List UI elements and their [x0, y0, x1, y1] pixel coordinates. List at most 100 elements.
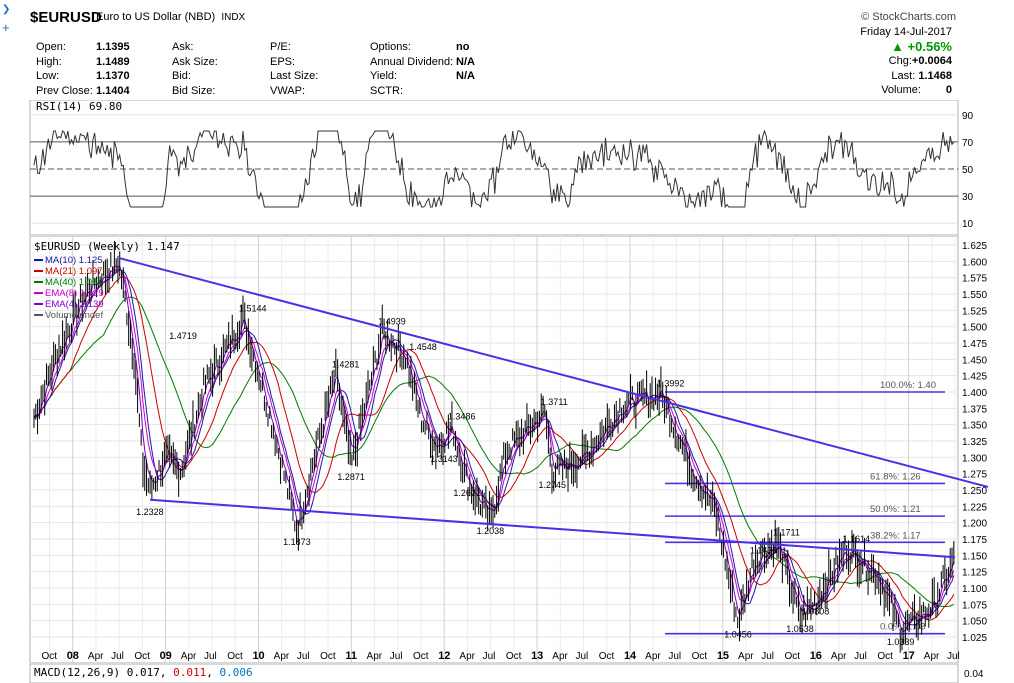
y-tick-label: 1.175: [962, 535, 987, 546]
y-tick-label: 1.350: [962, 421, 987, 432]
y-tick-label: 1.125: [962, 568, 987, 579]
x-tick-label: Jul: [761, 651, 774, 662]
x-tick-label: Oct: [320, 651, 336, 662]
quote-value: N/A: [456, 55, 475, 68]
macd-axis-value: 0.04: [964, 669, 984, 680]
trough-label: 1.0339: [887, 637, 915, 647]
y-tick-label: 1.450: [962, 355, 987, 366]
x-tick-label: Jul: [204, 651, 217, 662]
y-tick-label: 1.625: [962, 241, 987, 252]
ema8-line: [33, 267, 955, 625]
y-tick-label: 1.100: [962, 584, 987, 595]
fib-label: 100.0%: 1.40: [880, 380, 936, 391]
quote-label: P/E:: [270, 41, 291, 53]
last-row: Last: 1.1468: [891, 69, 952, 82]
y-tick-label: 1.425: [962, 372, 987, 383]
ema4-line: [33, 265, 955, 633]
chevron-right-icon[interactable]: ❯: [2, 4, 11, 15]
quote-label: VWAP:: [270, 84, 306, 97]
legend-item: EMA(4) 1.139: [45, 299, 104, 310]
macd-value-3: 0.006: [219, 666, 252, 679]
y-tick-label: 1.575: [962, 274, 987, 285]
y-tick-label: 1.525: [962, 306, 987, 317]
rsi-tick-label: 30: [962, 192, 974, 203]
peak-label: 1.4939: [378, 317, 406, 327]
x-tick-label: Oct: [877, 651, 893, 662]
peak-label: 1.4548: [409, 342, 437, 352]
x-tick-label: Jul: [483, 651, 496, 662]
quote-value: no: [456, 41, 470, 53]
plus-icon[interactable]: +: [2, 20, 10, 35]
x-tick-label: Jul: [390, 651, 403, 662]
x-tick-label: Oct: [41, 651, 57, 662]
quote-column-2: Ask: Ask Size: Bid: Bid Size:: [172, 40, 262, 100]
trough-label: 1.0808: [802, 607, 830, 617]
x-tick-label: Jul: [297, 651, 310, 662]
x-tick-label: Jul: [111, 651, 124, 662]
symbol-description: Euro to US Dollar (NBD) INDX: [96, 11, 246, 23]
x-tick-label: 14: [624, 650, 637, 662]
quote-label: Annual Dividend:: [370, 55, 454, 68]
x-tick-label: Apr: [924, 651, 940, 662]
trough-label: 1.2038: [477, 526, 505, 536]
legend-item: MA(40) 1.084: [45, 277, 103, 288]
svg-text:MACD(12,26,9) 0.017,: MACD(12,26,9) 0.017, 0.011, 0.006: [34, 666, 253, 679]
rsi-tick-label: 10: [962, 219, 974, 230]
x-tick-label: Apr: [831, 651, 847, 662]
quote-header: ❯ + $EURUSD Euro to US Dollar (NBD) INDX…: [0, 0, 1014, 100]
quote-label: Bid Size:: [172, 84, 216, 97]
peak-label: 1.1436: [750, 546, 778, 556]
quote-value: 1.1489: [96, 55, 130, 68]
trough-label: 1.2871: [337, 472, 365, 482]
y-tick-label: 1.400: [962, 388, 987, 399]
chart-legend: $EURUSD (Weekly) 1.147 MA(10) 1.125MA(21…: [34, 240, 180, 321]
quote-label: Options:: [370, 41, 411, 53]
macd-label: MACD(12,26,9): [34, 666, 120, 679]
peak-label: 1.4281: [332, 360, 360, 370]
y-tick-label: 1.050: [962, 617, 987, 628]
chart-title: $EURUSD (Weekly) 1.147: [34, 240, 180, 253]
y-tick-label: 1.500: [962, 323, 987, 334]
macd-panel: MACD(12,26,9) 0.017, 0.011, 0.006 0.04: [29, 664, 984, 683]
fib-label: 50.0%: 1.21: [870, 504, 921, 515]
trendline: [150, 498, 956, 559]
legend-item: Volume undef: [45, 310, 103, 321]
quote-date: Friday 14-Jul-2017: [860, 26, 952, 38]
macd-value-2: 0.011: [173, 666, 206, 679]
y-tick-label: 1.275: [962, 470, 987, 481]
peak-label: 1.3486: [448, 412, 476, 422]
x-tick-label: Oct: [413, 651, 429, 662]
quote-label: Last Size:: [270, 70, 319, 82]
trough-label: 1.0456: [724, 630, 752, 640]
x-tick-label: Oct: [227, 651, 243, 662]
trough-label: 1.2745: [539, 480, 567, 490]
x-tick-label: 08: [67, 650, 79, 662]
trough-label: 1.3143: [430, 454, 458, 464]
quote-label: Low:: [36, 70, 60, 82]
fib-label: 0.0%: 1.03: [880, 622, 925, 633]
y-tick-label: 1.375: [962, 404, 987, 415]
x-tick-label: 13: [531, 650, 543, 662]
x-tick-label: 11: [345, 650, 357, 662]
ma40-line: [33, 296, 955, 607]
x-tick-label: 10: [252, 650, 264, 662]
x-tick-label: Oct: [506, 651, 522, 662]
trough-label: 1.1873: [283, 537, 311, 547]
x-tick-label: Apr: [459, 651, 475, 662]
change-percent: ▲ +0.56%: [891, 38, 952, 54]
y-tick-label: 1.250: [962, 486, 987, 497]
peak-label: 1.5144: [239, 303, 267, 313]
peak-label: 1.1614: [843, 534, 871, 544]
volume-row: Volume: 0: [881, 84, 952, 96]
x-tick-label: 09: [160, 650, 172, 662]
quote-summary: Friday 14-Jul-2017 ▲ +0.56% Chg:+0.0064 …: [842, 25, 952, 98]
legend-item: EMA(8) 1.129: [45, 288, 104, 299]
x-tick-label: 12: [438, 650, 450, 662]
quote-label: Yield:: [370, 70, 398, 82]
quote-value: 1.1404: [96, 84, 130, 97]
quote-label: Bid:: [172, 70, 191, 82]
peak-label: 1.3711: [541, 397, 568, 407]
brand-logo: © StockCharts.com: [861, 11, 956, 23]
rsi-tick-label: 50: [962, 165, 974, 176]
fib-label: 38.2%: 1.17: [870, 530, 921, 541]
